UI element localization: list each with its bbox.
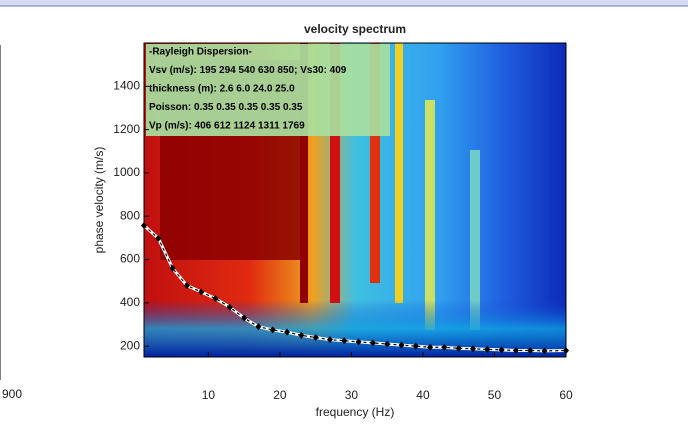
- dispersion-point: [441, 343, 448, 351]
- dispersion-point: [212, 295, 219, 303]
- dispersion-point: [498, 346, 505, 354]
- dispersion-point: [141, 222, 147, 230]
- dispersion-point: [226, 303, 233, 311]
- dispersion-point: [563, 347, 569, 355]
- y-axis-label: phase velocity (m/s): [92, 147, 106, 254]
- plot-area: [143, 42, 567, 358]
- dispersion-point: [384, 340, 391, 348]
- dispersion-point: [484, 345, 491, 353]
- y-tick-label: 200: [120, 338, 140, 352]
- y-tick-label: 800: [120, 208, 140, 222]
- annotation: Poisson: 0.35 0.35 0.35 0.35 0.35: [149, 102, 303, 113]
- chart-title: velocity spectrum: [304, 22, 406, 36]
- dispersion-point: [427, 343, 434, 351]
- annotation: Vp (m/s): 406 612 1124 1311 1769: [149, 121, 305, 132]
- x-tick-label: 40: [416, 388, 430, 402]
- dispersion-point: [512, 347, 519, 355]
- dispersion-point: [355, 338, 362, 346]
- dispersion-point: [398, 341, 405, 349]
- dispersion-point: [455, 344, 462, 352]
- heatmap-stripe: [330, 43, 340, 303]
- dispersion-point: [255, 323, 262, 331]
- heatmap-stripe: [470, 150, 480, 330]
- dispersion-point: [527, 347, 534, 355]
- x-tick-label: 30: [345, 388, 359, 402]
- dispersion-point: [312, 334, 319, 342]
- annotation-box: [146, 44, 390, 136]
- plot-frame: [143, 42, 567, 358]
- window-border: [0, 0, 688, 6]
- dispersion-point: [198, 288, 205, 296]
- x-axis-label: frequency (Hz): [316, 405, 395, 419]
- y-tick-label: 600: [120, 252, 140, 266]
- heatmap-stripe: [370, 43, 380, 283]
- x-tick-label: 20: [273, 388, 287, 402]
- dispersion-point: [298, 331, 305, 339]
- annotation: Vsv (m/s): 195 294 540 630 850; Vs30: 40…: [149, 65, 347, 76]
- heatmap-stripe: [425, 100, 435, 330]
- dispersion-point: [341, 337, 348, 345]
- left-panel-tick-label: 900: [2, 387, 22, 401]
- y-tick-label: 1200: [113, 122, 140, 136]
- y-tick-label: 400: [120, 295, 140, 309]
- y-tick-label: 1000: [113, 165, 140, 179]
- dispersion-point: [412, 342, 419, 350]
- dispersion-point: [169, 264, 176, 272]
- y-tick-label: 1400: [113, 78, 140, 92]
- annotation: thickness (m): 2.6 6.0 24.0 25.0: [149, 84, 295, 95]
- dispersion-point: [470, 345, 477, 353]
- dispersion-point: [326, 336, 333, 344]
- x-tick-label: 60: [559, 388, 573, 402]
- dispersion-point: [284, 328, 291, 336]
- dispersion-point: [269, 326, 276, 334]
- dispersion-point: [183, 282, 190, 290]
- dispersion-point: [241, 314, 248, 322]
- dispersion-point: [541, 347, 548, 355]
- annotation: -Rayleigh Dispersion-: [149, 47, 252, 58]
- dispersion-point: [369, 339, 376, 347]
- x-tick-label: 10: [202, 388, 216, 402]
- heatmap-stripe: [395, 43, 403, 303]
- dispersion-point: [155, 234, 162, 242]
- heatmap-bottom: [144, 300, 566, 357]
- x-tick-label: 50: [488, 388, 502, 402]
- heatmap-stripe: [300, 43, 308, 303]
